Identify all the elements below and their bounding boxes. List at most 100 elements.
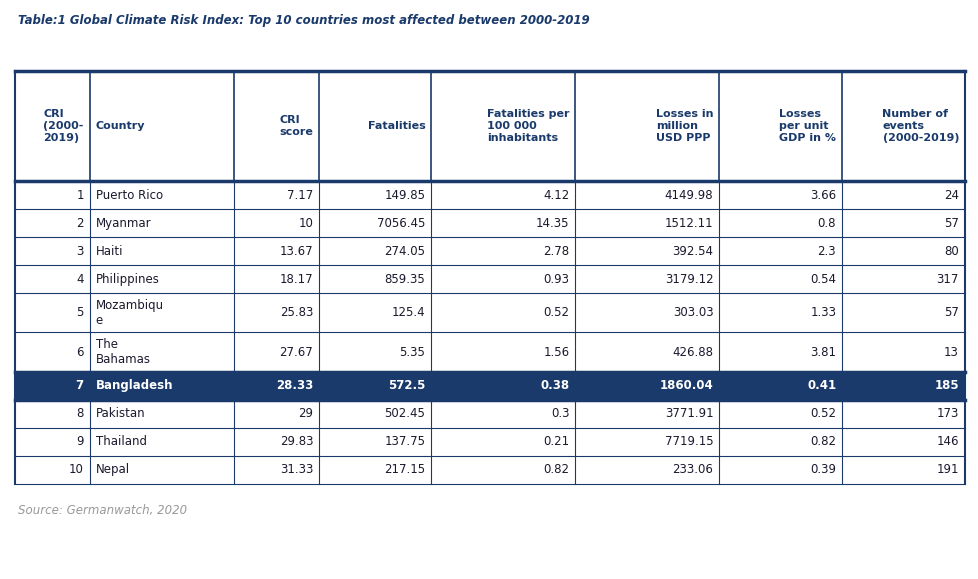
Text: Table:1 Global Climate Risk Index: Top 10 countries most affected between 2000-2: Table:1 Global Climate Risk Index: Top 1… xyxy=(18,14,589,27)
Text: The
Bahamas: The Bahamas xyxy=(96,338,151,366)
Text: 24: 24 xyxy=(943,189,958,201)
Text: 10: 10 xyxy=(298,217,313,230)
Text: Mozambiqu
e: Mozambiqu e xyxy=(96,299,163,327)
Text: 2.3: 2.3 xyxy=(817,245,835,258)
Text: 6: 6 xyxy=(76,346,84,358)
Text: 57: 57 xyxy=(943,306,958,320)
Text: 0.52: 0.52 xyxy=(810,408,835,420)
Text: 274.05: 274.05 xyxy=(384,245,424,258)
Text: 502.45: 502.45 xyxy=(384,408,424,420)
Text: 28.33: 28.33 xyxy=(276,379,313,393)
Text: 303.03: 303.03 xyxy=(672,306,713,320)
Text: 2: 2 xyxy=(76,217,84,230)
Text: 146: 146 xyxy=(936,435,958,448)
Text: Fatalities per
100 000
inhabitants: Fatalities per 100 000 inhabitants xyxy=(486,109,569,142)
Text: 8: 8 xyxy=(76,408,84,420)
Bar xyxy=(15,181,964,209)
Bar xyxy=(15,237,964,265)
Text: 2.78: 2.78 xyxy=(543,245,569,258)
Text: 317: 317 xyxy=(936,273,958,285)
Text: Philippines: Philippines xyxy=(96,273,159,285)
Text: CRI
score: CRI score xyxy=(279,115,313,137)
Text: 859.35: 859.35 xyxy=(384,273,424,285)
Text: Source: Germanwatch, 2020: Source: Germanwatch, 2020 xyxy=(18,504,187,517)
Text: 3: 3 xyxy=(76,245,84,258)
Text: 1.56: 1.56 xyxy=(543,346,569,358)
Text: 0.54: 0.54 xyxy=(810,273,835,285)
Text: 233.06: 233.06 xyxy=(672,463,713,477)
Text: 0.21: 0.21 xyxy=(543,435,569,448)
Text: 31.33: 31.33 xyxy=(280,463,313,477)
Text: 7.17: 7.17 xyxy=(287,189,313,201)
Bar xyxy=(15,428,964,456)
Text: 1860.04: 1860.04 xyxy=(659,379,713,393)
Text: 217.15: 217.15 xyxy=(383,463,424,477)
Text: 5: 5 xyxy=(76,306,84,320)
Bar xyxy=(15,332,964,372)
Bar xyxy=(15,293,964,332)
Text: 0.41: 0.41 xyxy=(806,379,835,393)
Text: Losses in
million
USD PPP: Losses in million USD PPP xyxy=(655,109,713,142)
Text: Myanmar: Myanmar xyxy=(96,217,152,230)
Text: 0.39: 0.39 xyxy=(810,463,835,477)
Text: 0.38: 0.38 xyxy=(540,379,569,393)
Bar xyxy=(15,209,964,237)
Text: Bangladesh: Bangladesh xyxy=(96,379,173,393)
Text: 392.54: 392.54 xyxy=(672,245,713,258)
Text: 0.82: 0.82 xyxy=(810,435,835,448)
Text: 14.35: 14.35 xyxy=(535,217,569,230)
Text: Pakistan: Pakistan xyxy=(96,408,145,420)
Text: CRI
(2000-
2019): CRI (2000- 2019) xyxy=(43,109,84,142)
Text: Losses
per unit
GDP in %: Losses per unit GDP in % xyxy=(778,109,835,142)
Text: 3771.91: 3771.91 xyxy=(664,408,713,420)
Text: 173: 173 xyxy=(936,408,958,420)
Text: Country: Country xyxy=(96,121,145,131)
Text: 1512.11: 1512.11 xyxy=(664,217,713,230)
Text: 13: 13 xyxy=(943,346,958,358)
Text: Haiti: Haiti xyxy=(96,245,123,258)
Text: 185: 185 xyxy=(933,379,958,393)
Text: 3179.12: 3179.12 xyxy=(664,273,713,285)
Text: 3.81: 3.81 xyxy=(810,346,835,358)
Text: 25.83: 25.83 xyxy=(280,306,313,320)
Text: 572.5: 572.5 xyxy=(387,379,424,393)
Bar xyxy=(15,456,964,484)
Text: 1: 1 xyxy=(76,189,84,201)
Text: 29: 29 xyxy=(298,408,313,420)
Bar xyxy=(15,400,964,428)
Text: 7719.15: 7719.15 xyxy=(664,435,713,448)
Text: 4149.98: 4149.98 xyxy=(664,189,713,201)
Text: 18.17: 18.17 xyxy=(280,273,313,285)
Text: 0.3: 0.3 xyxy=(551,408,569,420)
Text: 4.12: 4.12 xyxy=(543,189,569,201)
Text: 29.83: 29.83 xyxy=(280,435,313,448)
Text: Nepal: Nepal xyxy=(96,463,130,477)
Text: 57: 57 xyxy=(943,217,958,230)
Text: 3.66: 3.66 xyxy=(809,189,835,201)
Text: 27.67: 27.67 xyxy=(279,346,313,358)
Text: 149.85: 149.85 xyxy=(384,189,424,201)
Text: Number of
events
(2000-2019): Number of events (2000-2019) xyxy=(881,109,958,142)
Text: Puerto Rico: Puerto Rico xyxy=(96,189,162,201)
Text: Fatalities: Fatalities xyxy=(367,121,424,131)
Text: 80: 80 xyxy=(944,245,958,258)
Text: 7056.45: 7056.45 xyxy=(377,217,424,230)
Bar xyxy=(15,372,964,400)
Text: 1.33: 1.33 xyxy=(810,306,835,320)
Text: 426.88: 426.88 xyxy=(672,346,713,358)
Text: 0.93: 0.93 xyxy=(543,273,569,285)
Text: 137.75: 137.75 xyxy=(384,435,424,448)
Bar xyxy=(15,71,964,181)
Text: 191: 191 xyxy=(936,463,958,477)
Text: 7: 7 xyxy=(75,379,84,393)
Text: Thailand: Thailand xyxy=(96,435,147,448)
Text: 125.4: 125.4 xyxy=(391,306,424,320)
Text: 0.52: 0.52 xyxy=(543,306,569,320)
Text: 5.35: 5.35 xyxy=(399,346,424,358)
Text: 13.67: 13.67 xyxy=(280,245,313,258)
Text: 9: 9 xyxy=(76,435,84,448)
Text: 0.82: 0.82 xyxy=(543,463,569,477)
Text: 0.8: 0.8 xyxy=(817,217,835,230)
Text: 10: 10 xyxy=(68,463,84,477)
Text: 4: 4 xyxy=(76,273,84,285)
